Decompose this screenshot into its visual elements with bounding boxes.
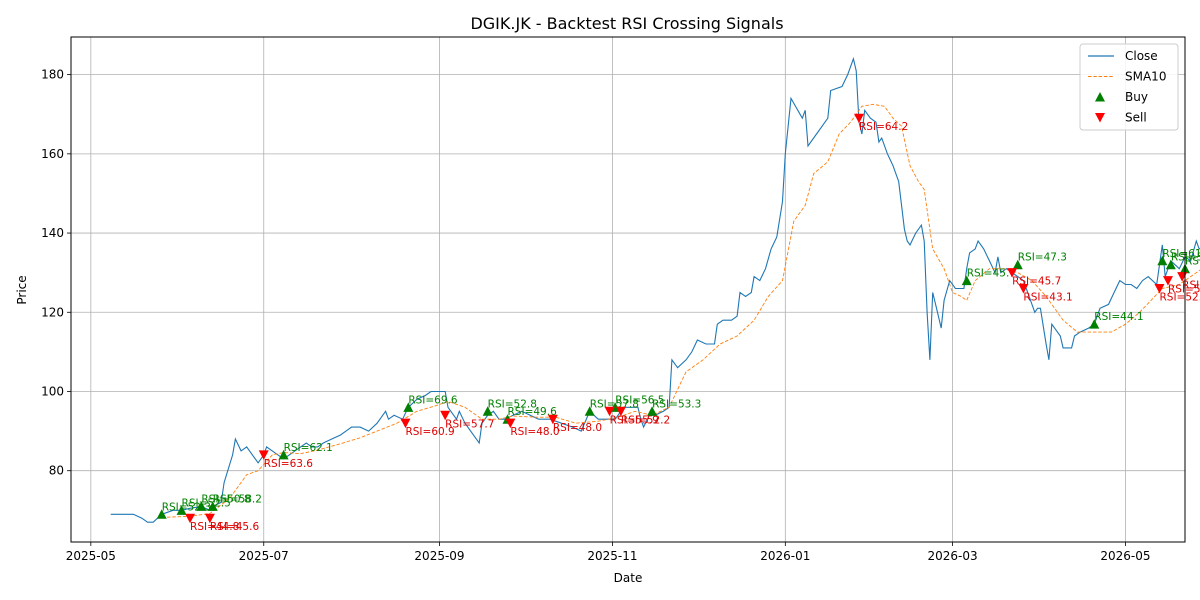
buy-annotation: RSI=45.7 (967, 268, 1016, 280)
sell-annotation: RSI=48.0 (510, 426, 559, 438)
sell-marker (615, 406, 626, 417)
sell-annotation: RSI=52.2 (621, 414, 670, 426)
y-axis-label: Price (15, 275, 29, 304)
buy-annotation: RSI=69.6 (408, 394, 458, 406)
sell-annotation: RSI=43.1 (1023, 292, 1072, 304)
buy-annotation: RSI=56.5 (615, 394, 664, 406)
sell-marker (440, 410, 451, 421)
buy-marker (647, 406, 658, 416)
buy-annotation: RSI=44.1 (1094, 311, 1143, 323)
sell-annotation: RSI=55.9 (610, 414, 659, 426)
buy-marker (156, 509, 167, 519)
sell-annotation: RSI=52.6 (1182, 280, 1200, 292)
series-line-sma10 (161, 103, 1200, 518)
sell-annotation: RSI=60.9 (405, 426, 454, 438)
sell-annotation: RSI=64.2 (859, 121, 908, 133)
buy-annotation: RSI=53.3 (652, 398, 701, 410)
x-tick-label: 2025-07 (239, 549, 289, 563)
series-line-close (110, 56, 1200, 523)
x-tick-label: 2026-03 (927, 549, 977, 563)
buy-marker (207, 501, 218, 511)
legend-box (1079, 43, 1179, 131)
x-tick-label: 2025-05 (66, 549, 116, 563)
sell-annotation: RSI=52.4 (1159, 292, 1200, 304)
x-axis-label: Date (614, 571, 643, 585)
sell-marker (505, 418, 516, 429)
chart-title: DGIK.JK - Backtest RSI Crossing Signals (470, 14, 783, 33)
buy-annotation: RSI=49.6 (508, 406, 558, 418)
sell-marker (258, 450, 269, 460)
buy-marker (403, 402, 414, 412)
sell-marker (400, 418, 411, 429)
buy-marker (961, 275, 972, 286)
series-layer (110, 56, 1200, 523)
buy-marker (196, 501, 207, 511)
x-tick-label: 2025-11 (587, 549, 637, 563)
sell-marker (1018, 284, 1029, 294)
sell-marker (547, 414, 558, 425)
grid (71, 37, 1185, 542)
sell-marker (604, 406, 615, 417)
sell-marker (1162, 276, 1173, 286)
buy-marker (278, 449, 289, 460)
buy-marker (1089, 319, 1100, 329)
sell-annotation: RSI=44.8 (190, 521, 239, 533)
buy-marker (1165, 259, 1176, 270)
buy-annotation: RSI=47.3 (1018, 252, 1067, 264)
legend-swatch-buy (1095, 92, 1105, 102)
buy-marker (584, 406, 595, 416)
legend-label: Buy (1125, 90, 1148, 104)
buy-marker (176, 505, 187, 515)
buy-marker (1157, 255, 1168, 266)
y-tick-label: 160 (41, 147, 64, 161)
x-tick-label: 2025-09 (414, 549, 464, 563)
x-tick-label: 2026-05 (1100, 549, 1150, 563)
sell-marker (854, 113, 865, 124)
y-tick-label: 180 (41, 68, 64, 82)
x-tick-label: 2026-01 (760, 549, 810, 563)
plot-frame (70, 36, 1186, 543)
sell-annotation: RSI=45.6 (210, 521, 260, 533)
buy-annotation: RSI=61.2 (1162, 248, 1200, 260)
legend: Close SMA10 Buy Sell (1079, 43, 1179, 131)
sell-marker (1007, 268, 1018, 278)
legend-label: SMA10 (1125, 70, 1166, 84)
axis-ticks: 2025-05 2025-07 2025-09 2025-11 2026-01 2026-… (41, 68, 1150, 563)
buy-annotation: RSI=50.8 (201, 493, 250, 505)
buy-annotation: RSI=58.2 (213, 493, 262, 505)
sell-marker (204, 513, 215, 524)
buy-annotation: RSI=52.5 (182, 497, 231, 509)
y-tick-label: 100 (41, 384, 64, 398)
legend-swatch-sell (1095, 113, 1105, 123)
y-tick-label: 80 (49, 464, 64, 478)
y-tick-label: 140 (41, 226, 64, 240)
buy-annotation: RSI=52.8 (488, 398, 537, 410)
sell-marker (185, 513, 196, 524)
sell-annotation: RSI=57.7 (445, 418, 494, 430)
sell-annotation: RSI=48.0 (553, 422, 602, 434)
sell-annotation: RSI=63.6 (264, 458, 314, 470)
buy-annotation: RSI=54.9 (1185, 256, 1200, 268)
sell-marker (1154, 284, 1165, 294)
y-tick-label: 120 (41, 305, 64, 319)
sell-annotation: RSI=52.3 (1168, 284, 1200, 296)
buy-annotation: RSI=62.1 (284, 442, 333, 454)
buy-marker (482, 406, 493, 416)
buy-marker (1012, 259, 1023, 270)
legend-label: Sell (1125, 111, 1147, 125)
legend-label: Close (1125, 49, 1158, 63)
